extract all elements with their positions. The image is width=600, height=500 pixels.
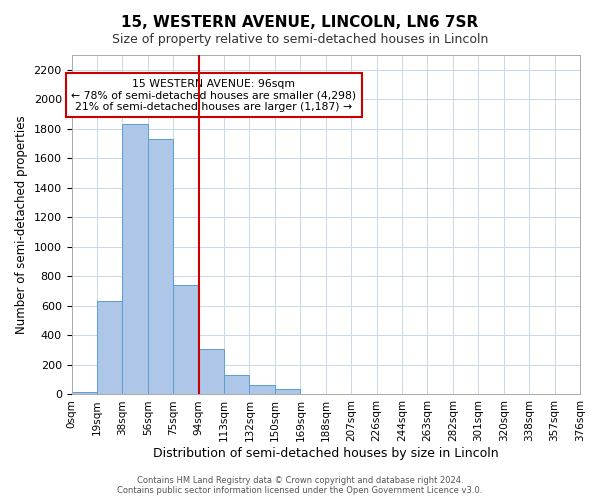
Bar xyxy=(71,392,97,394)
X-axis label: Distribution of semi-detached houses by size in Lincoln: Distribution of semi-detached houses by … xyxy=(153,447,499,460)
Text: Size of property relative to semi-detached houses in Lincoln: Size of property relative to semi-detach… xyxy=(112,32,488,46)
Bar xyxy=(122,124,148,394)
Bar xyxy=(275,388,301,394)
Y-axis label: Number of semi-detached properties: Number of semi-detached properties xyxy=(15,116,28,334)
Bar xyxy=(224,376,250,394)
Bar xyxy=(199,350,224,395)
Text: Contains HM Land Registry data © Crown copyright and database right 2024.
Contai: Contains HM Land Registry data © Crown c… xyxy=(118,476,482,495)
Text: 15, WESTERN AVENUE, LINCOLN, LN6 7SR: 15, WESTERN AVENUE, LINCOLN, LN6 7SR xyxy=(121,15,479,30)
Bar xyxy=(97,302,122,394)
Bar xyxy=(250,385,275,394)
Bar xyxy=(148,139,173,394)
Text: 15 WESTERN AVENUE: 96sqm
← 78% of semi-detached houses are smaller (4,298)
21% o: 15 WESTERN AVENUE: 96sqm ← 78% of semi-d… xyxy=(71,79,356,112)
Bar xyxy=(173,285,199,395)
